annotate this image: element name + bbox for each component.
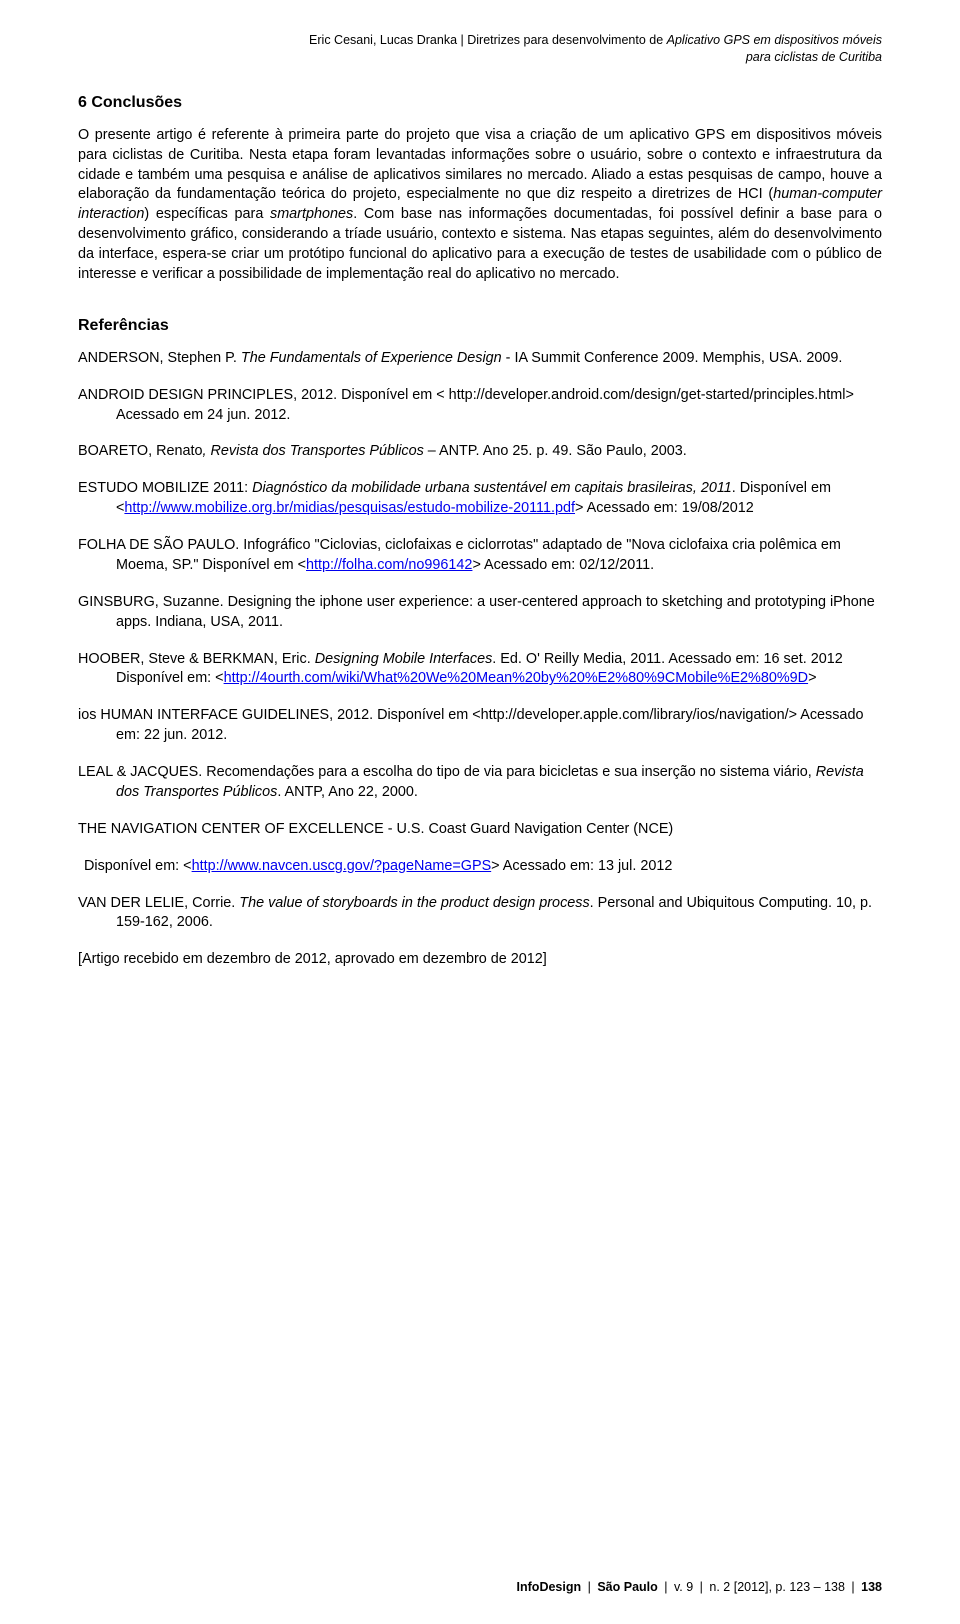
ref-text: >: [808, 670, 816, 686]
reference-item: VAN DER LELIE, Corrie. The value of stor…: [78, 894, 882, 934]
footer-city: São Paulo: [597, 1580, 657, 1594]
ref-link[interactable]: http://4ourth.com/wiki/What%20We%20Mean%…: [224, 670, 808, 686]
ref-text: - IA Summit Conference 2009. Memphis, US…: [502, 350, 843, 366]
footer-sep: |: [661, 1580, 671, 1594]
reference-item: Disponível em: <http://www.navcen.uscg.g…: [78, 857, 882, 877]
ref-text: LEAL & JACQUES. Recomendações para a esc…: [78, 764, 816, 780]
ref-text: . ANTP, Ano 22, 2000.: [277, 784, 418, 800]
ref-link[interactable]: http://www.mobilize.org.br/midias/pesqui…: [124, 500, 575, 516]
ref-text: ios HUMAN INTERFACE GUIDELINES, 2012. Di…: [78, 707, 863, 743]
ref-italic: Designing Mobile Interfaces: [315, 651, 493, 667]
reference-item: GINSBURG, Suzanne. Designing the iphone …: [78, 593, 882, 633]
ref-text: VAN DER LELIE, Corrie.: [78, 895, 239, 911]
body-text-2: ) específicas para: [144, 206, 270, 222]
ref-text: ESTUDO MOBILIZE 2011:: [78, 480, 252, 496]
ref-italic: The value of storyboards in the product …: [239, 895, 589, 911]
body-paragraph: O presente artigo é referente à primeira…: [78, 126, 882, 285]
ref-text: > Acessado em: 19/08/2012: [575, 500, 754, 516]
footer-journal: InfoDesign: [517, 1580, 582, 1594]
ref-text: > Acessado em: 02/12/2011.: [472, 557, 654, 573]
reference-item: BOARETO, Renato, Revista dos Transportes…: [78, 442, 882, 462]
body-italic-2: smartphones: [270, 206, 353, 222]
references-list: ANDERSON, Stephen P. The Fundamentals of…: [78, 349, 882, 970]
ref-text: Disponível em: <: [84, 858, 192, 874]
reference-item: FOLHA DE SÃO PAULO. Infográfico "Ciclovi…: [78, 536, 882, 576]
reference-item: THE NAVIGATION CENTER OF EXCELLENCE - U.…: [78, 820, 882, 840]
ref-text: BOARETO, Renato: [78, 443, 203, 459]
footer-sep: |: [584, 1580, 594, 1594]
ref-text: > Acessado em: 13 jul. 2012: [491, 858, 672, 874]
running-header: Eric Cesani, Lucas Dranka | Diretrizes p…: [78, 32, 882, 66]
header-title-1: Diretrizes para desenvolvimento de: [467, 33, 666, 47]
reference-item: ios HUMAN INTERFACE GUIDELINES, 2012. Di…: [78, 706, 882, 746]
ref-link[interactable]: http://www.navcen.uscg.gov/?pageName=GPS: [192, 858, 492, 874]
header-title-italic: Aplicativo GPS em dispositivos móveis: [667, 33, 882, 47]
reference-item: HOOBER, Steve & BERKMAN, Eric. Designing…: [78, 650, 882, 690]
reference-item: ANDERSON, Stephen P. The Fundamentals of…: [78, 349, 882, 369]
header-title-2: para ciclistas de Curitiba: [746, 50, 882, 64]
reference-item: [Artigo recebido em dezembro de 2012, ap…: [78, 950, 882, 970]
ref-text: [Artigo recebido em dezembro de 2012, ap…: [78, 951, 547, 967]
ref-text: – ANTP. Ano 25. p. 49. São Paulo, 2003.: [424, 443, 687, 459]
ref-italic: The Fundamentals of Experience Design: [241, 350, 502, 366]
footer-volume: v. 9: [674, 1580, 693, 1594]
footer-sep: |: [848, 1580, 858, 1594]
ref-text: GINSBURG, Suzanne. Designing the iphone …: [78, 594, 875, 630]
ref-text: ANDERSON, Stephen P.: [78, 350, 241, 366]
ref-italic: Diagnóstico da mobilidade urbana sustent…: [252, 480, 732, 496]
section-heading-referencias: Referências: [78, 317, 882, 335]
section-heading-conclusoes: 6 Conclusões: [78, 94, 882, 112]
ref-text: THE NAVIGATION CENTER OF EXCELLENCE - U.…: [78, 821, 673, 837]
footer-issue: n. 2 [2012], p. 123 – 138: [709, 1580, 845, 1594]
ref-text: HOOBER, Steve & BERKMAN, Eric.: [78, 651, 315, 667]
reference-item: ESTUDO MOBILIZE 2011: Diagnóstico da mob…: [78, 479, 882, 519]
footer-sep: |: [696, 1580, 706, 1594]
reference-item: LEAL & JACQUES. Recomendações para a esc…: [78, 763, 882, 803]
header-authors: Eric Cesani, Lucas Dranka: [309, 33, 457, 47]
body-text-1: O presente artigo é referente à primeira…: [78, 127, 882, 203]
ref-italic: , Revista dos Transportes Públicos: [203, 443, 424, 459]
ref-text: ANDROID DESIGN PRINCIPLES, 2012. Disponí…: [78, 387, 854, 423]
page-footer: InfoDesign | São Paulo | v. 9 | n. 2 [20…: [517, 1580, 882, 1594]
ref-link[interactable]: http://folha.com/no996142: [306, 557, 472, 573]
footer-page-number: 138: [861, 1580, 882, 1594]
reference-item: ANDROID DESIGN PRINCIPLES, 2012. Disponí…: [78, 386, 882, 426]
